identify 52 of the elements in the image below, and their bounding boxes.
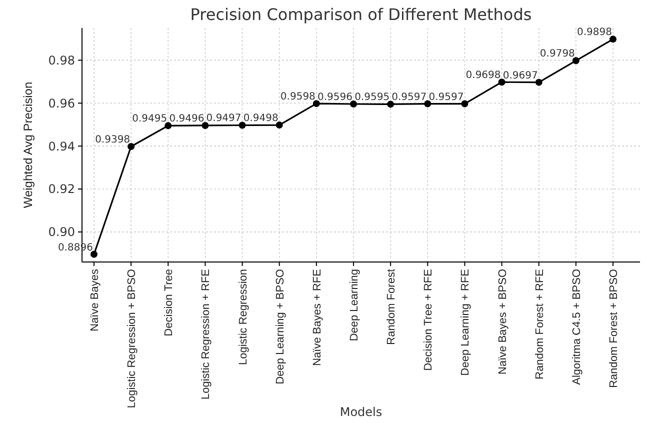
x-tick-label: Deep Learning [348,269,360,342]
point [90,250,98,258]
x-tick-label: Algoritma C4.5 + BPSO [570,268,583,385]
y-tick-label: 0.90 [48,225,75,240]
data-label: 0.9597 [392,92,427,103]
point [498,78,506,86]
x-tick-label: Logistic Regression [237,269,250,365]
x-tick-label: Decision Tree + RFE [422,269,435,371]
data-label: 0.9698 [466,70,501,82]
point [350,100,357,108]
point [202,122,209,129]
x-tick-label: Random Forest + RFE [534,269,546,380]
x-tick-label: Deep Learning + BPSO [274,268,286,384]
point [128,143,135,150]
data-label: 0.9598 [280,92,316,103]
x-tick-label: Naïve Bayes + RFE [311,269,324,366]
x-tick-label: Random Forest [386,269,398,345]
point [312,100,320,108]
x-axis-title: Models [340,405,382,419]
chart-title: Precision Comparison of Different Methods [190,5,532,24]
point [610,36,616,43]
x-tick-label: Logistic Regression + RFE [200,269,212,400]
y-tick-label: 0.92 [48,182,75,196]
x-tick-label: Logistic Regression + BPSO [126,268,138,408]
data-label: 0.9596 [318,92,352,103]
data-label: 0.9898 [577,27,612,38]
y-tick-label: 0.96 [48,96,75,110]
point [424,100,432,108]
point [276,122,283,129]
data-label: 0.9495 [132,114,168,125]
point [387,100,394,108]
data-label: 0.9597 [428,92,464,103]
point [238,122,246,129]
x-tick-label: Naïve Bayes + BPSO [496,268,509,374]
point [535,78,542,86]
data-label: 0.9496 [169,113,204,124]
point [164,122,172,130]
data-label: 0.9497 [206,113,242,124]
y-tick-label: 0.98 [48,53,75,68]
y-axis-title: Weighted Avg Precision [21,82,35,208]
point [572,57,580,64]
point [461,100,468,108]
x-tick-label: Deep Learning + RFE [460,269,472,376]
data-label: 0.9398 [95,134,130,146]
x-tick-label: Random Forest + BPSO [608,268,620,388]
y-tick-label: 0.94 [48,139,75,154]
data-label: 0.9697 [502,70,538,82]
x-tick-label: Naïve Bayes [89,268,101,332]
data-label: 0.9798 [540,48,575,60]
data-label: 0.9498 [243,113,278,124]
data-label: 0.9595 [354,92,390,104]
x-tick-label: Decision Tree [163,269,176,336]
